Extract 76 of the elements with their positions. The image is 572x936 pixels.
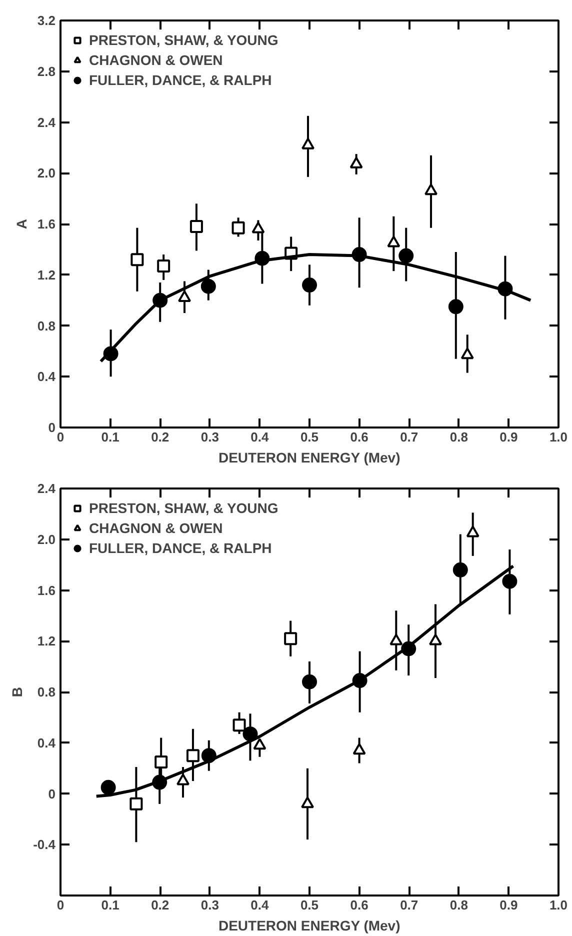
x-tick-label: 0.7 (400, 430, 418, 444)
point (424, 184, 438, 196)
x-tick-label: 0.5 (300, 898, 319, 912)
point (186, 749, 200, 762)
point (302, 138, 315, 150)
y-tick-label: 0 (48, 420, 56, 435)
legend-label: PRESTON, SHAW, & YOUNG (89, 32, 278, 48)
point (387, 236, 400, 248)
x-tick-label: 1.0 (549, 898, 568, 912)
point (302, 674, 317, 690)
x-tick-label: 0.8 (450, 898, 468, 912)
y-tick-label: 2.0 (37, 532, 56, 547)
legend-label: CHAGNON & OWEN (89, 52, 223, 68)
x-tick-label: 0.6 (350, 430, 368, 444)
x-tick-label: 0.2 (151, 430, 170, 444)
y-tick-label: 2.4 (37, 114, 56, 130)
x-tick-label: 0.5 (300, 430, 319, 444)
x-tick-label: 0.2 (151, 898, 170, 912)
legend-label: CHAGNON & OWEN (89, 520, 223, 536)
point (100, 780, 116, 795)
x-tick-label: 0.7 (400, 898, 418, 912)
point (502, 574, 518, 589)
x-tick-label: 0.3 (200, 430, 219, 444)
y-tick-label: 2.4 (37, 481, 56, 496)
point (232, 221, 245, 234)
point (398, 248, 414, 264)
point (466, 526, 480, 538)
x-tick-label: 0.1 (101, 898, 120, 912)
x-tick-label: 0.8 (450, 430, 468, 444)
y-tick-label: 1.6 (37, 216, 56, 232)
legend-label: FULLER, DANCE, & RALPH (89, 540, 272, 556)
y-tick-label: 1.2 (37, 634, 56, 649)
point (352, 743, 366, 755)
y-tick-label: 0.4 (37, 369, 56, 384)
y-axis-title: A (13, 218, 30, 230)
y-tick-label: 0.4 (37, 735, 56, 750)
x-tick-label: 0.4 (250, 430, 270, 444)
point (130, 253, 144, 266)
point (130, 797, 143, 810)
x-axis-title: DEUTERON ENERGY (Mev) (218, 918, 400, 934)
point (390, 634, 403, 646)
y-tick-label: 3.2 (37, 13, 56, 28)
point (350, 156, 363, 168)
point (448, 299, 464, 314)
y-tick-label: 1.2 (37, 267, 56, 282)
y-tick-label: -0.4 (33, 837, 56, 852)
point (252, 222, 265, 234)
x-tick-label: 0.9 (500, 430, 518, 444)
x-tick-label: 0.4 (250, 898, 270, 912)
x-tick-label: 0.1 (101, 430, 120, 444)
x-tick-label: 0.6 (350, 898, 368, 912)
point (253, 738, 266, 750)
y-tick-label: 0 (48, 786, 56, 802)
x-axis-title: DEUTERON ENERGY (Mev) (218, 450, 400, 466)
point (284, 632, 298, 646)
x-tick-label: 1.0 (549, 430, 568, 444)
y-tick-label: 2.8 (37, 64, 56, 79)
y-axis-title: B (9, 686, 26, 698)
y-tick-label: 0.8 (37, 684, 56, 700)
x-tick-label: 0.9 (500, 898, 518, 912)
point (232, 718, 246, 732)
point (176, 774, 190, 786)
point (428, 634, 442, 646)
y-tick-label: 1.6 (37, 582, 56, 598)
point (157, 259, 170, 272)
point (302, 278, 317, 293)
y-tick-label: 0.8 (37, 318, 56, 334)
legend-label: FULLER, DANCE, & RALPH (89, 72, 272, 88)
y-tick-label: 2.0 (37, 166, 56, 181)
point (200, 278, 216, 294)
x-tick-label: 0.3 (200, 898, 219, 912)
point (301, 796, 314, 808)
point (190, 220, 203, 234)
point (154, 755, 168, 768)
point (452, 562, 468, 578)
legend-label: PRESTON, SHAW, & YOUNG (89, 500, 278, 516)
